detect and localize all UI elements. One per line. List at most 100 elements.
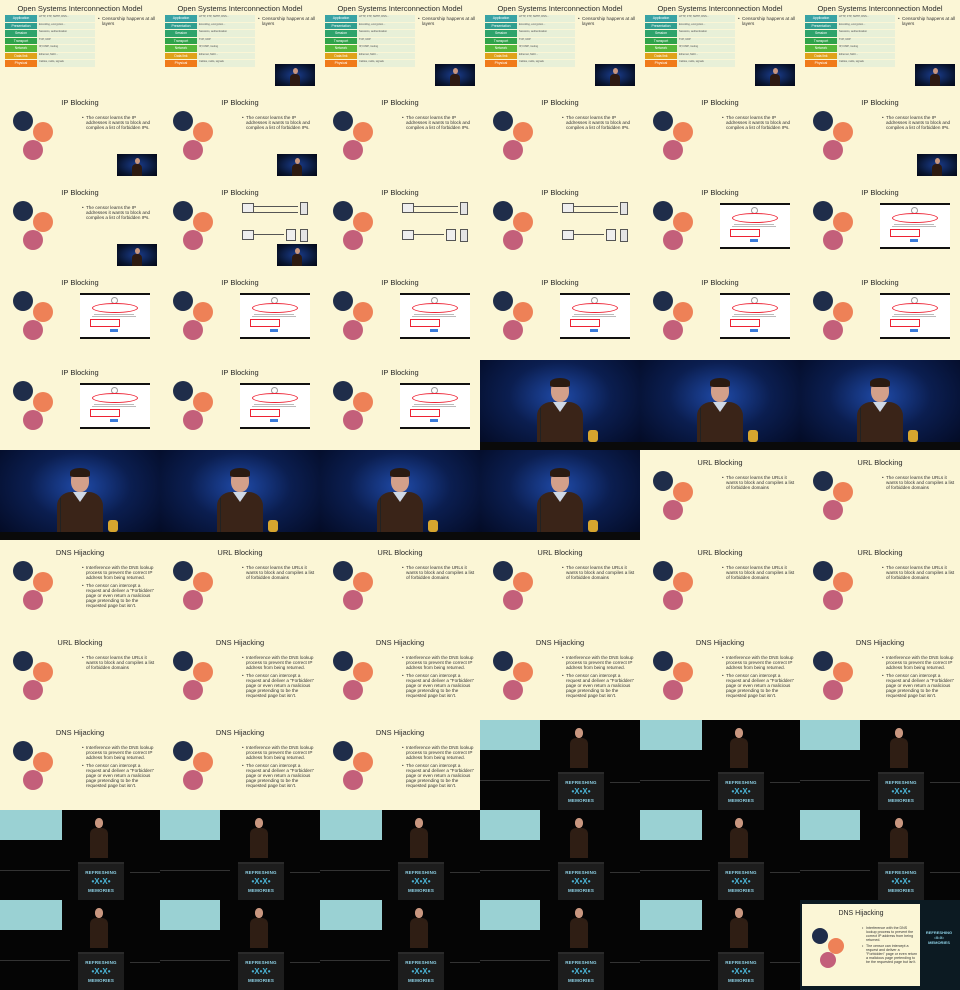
osi-note: Censorship happens at all layers — [98, 16, 156, 26]
slide-title: DNS Hijacking — [855, 638, 905, 647]
osi-layer-row: Presentation Encoding, encryption... — [325, 22, 415, 29]
osi-layer-label: Session — [645, 30, 677, 37]
slide-title: IP Blocking — [61, 368, 99, 377]
video-frame-thumbnail: DNS Hijacking Interference with the DNS l… — [800, 630, 960, 720]
lectern-text: MEMORIES — [887, 798, 915, 803]
lectern-inset: REFRESHING •X•X• MEMORIES — [920, 930, 958, 945]
highlight-box — [730, 229, 760, 237]
microphone — [540, 498, 541, 534]
video-frame-thumbnail: IP Blocking — [480, 180, 640, 270]
osi-layer-desc: Cables, radio, signals — [517, 60, 575, 67]
osi-layer-desc: HTTP, FTP, SMTP, DNS... — [837, 15, 895, 22]
rose-circle — [823, 140, 843, 160]
highlight-oval — [92, 393, 138, 403]
lectern-logo: •X•X• — [91, 877, 111, 886]
speaker-hair — [550, 378, 570, 387]
text-line — [412, 316, 456, 317]
osi-layer-row: Transport TCP, UDP — [325, 37, 415, 44]
bullet-list: Interference with the DNS lookup process… — [242, 655, 316, 701]
text-line — [894, 314, 934, 315]
speaker-body — [890, 828, 908, 858]
server-icon — [300, 229, 308, 242]
orange-circle — [353, 122, 373, 142]
highlight-box — [570, 319, 600, 327]
lectern-logo: •X•X• — [571, 877, 591, 886]
osi-layer-desc: Sessions, authentication — [197, 30, 255, 37]
video-frame-thumbnail: IP Blocking — [320, 360, 480, 450]
speaker — [410, 908, 428, 948]
video-frame-thumbnail: REFRESHING •X•X• MEMORIES — [480, 810, 640, 900]
stage-rail — [770, 872, 800, 873]
slide-title: URL Blocking — [57, 638, 103, 647]
orange-circle — [33, 392, 53, 412]
shirt-collar — [73, 492, 87, 502]
navy-circle — [813, 201, 833, 221]
text-line — [92, 316, 136, 317]
censor-box-icon — [446, 229, 456, 241]
lectern-text: MEMORIES — [567, 978, 595, 983]
osi-layer-desc: Encoding, encryption... — [677, 22, 735, 29]
osi-note: Censorship happens at all layers — [738, 16, 796, 26]
video-frame-thumbnail: REFRESHING •X•X• MEMORIES — [160, 810, 320, 900]
video-frame-thumbnail: Open Systems Interconnection Model Applic… — [320, 0, 480, 90]
bullet-item: The censor can intercept a request and d… — [242, 673, 316, 699]
navy-circle — [173, 291, 193, 311]
video-frame-thumbnail: REFRESHING •X•X• MEMORIES — [0, 900, 160, 990]
stage-rail — [640, 780, 710, 781]
slide-title: Open Systems Interconnection Model — [817, 4, 943, 13]
bullet-list: The censor learns the IP addresses it wa… — [82, 205, 156, 223]
bullet-list: Interference with the DNS lookup process… — [82, 745, 156, 791]
osi-layer-label: Data link — [165, 52, 197, 59]
speaker-head — [415, 818, 423, 828]
lucky-cat-figurine — [588, 520, 598, 532]
bullet-list: Interference with the DNS lookup process… — [402, 745, 476, 791]
text-line — [892, 316, 936, 317]
stage-rail — [480, 960, 550, 961]
blocked-page-screenshot — [80, 383, 150, 429]
lectern-text: MEMORIES — [407, 888, 435, 893]
osi-layer-row: Data link Ethernet, MAC... — [645, 52, 735, 59]
lectern: REFRESHING •X•X• MEMORIES — [558, 862, 604, 900]
lectern: REFRESHING •X•X• MEMORIES — [78, 862, 124, 900]
osi-layer-desc: HTTP, FTP, SMTP, DNS... — [357, 15, 415, 22]
video-frame-thumbnail: DNS Hijacking Interference with the DNS l… — [320, 630, 480, 720]
speaker-body — [770, 74, 780, 86]
speaker-body — [450, 74, 460, 86]
speaker-video-inset — [277, 154, 317, 176]
bullet-item: The censor can intercept a request and d… — [82, 763, 156, 789]
osi-layer-row: Physical Cables, radio, signals — [165, 60, 255, 67]
speaker-figure — [132, 158, 142, 176]
arrow-line — [254, 234, 284, 235]
navy-circle — [13, 741, 33, 761]
microphone — [540, 408, 541, 444]
speaker — [697, 378, 743, 450]
slide-title: DNS Hijacking — [375, 638, 425, 647]
speaker-body — [730, 918, 748, 948]
server-icon — [620, 202, 628, 215]
podium — [800, 442, 960, 450]
osi-layer-label: Application — [325, 15, 357, 22]
projection-screen — [320, 810, 382, 840]
highlight-box — [410, 409, 440, 417]
highlight-oval — [92, 303, 138, 313]
slide-title: IP Blocking — [381, 278, 419, 287]
video-frame-thumbnail: DNS Hijacking Interference with the DNS l… — [0, 720, 160, 810]
rose-circle — [503, 320, 523, 340]
highlight-box — [250, 409, 280, 417]
slide-title: IP Blocking — [861, 98, 899, 107]
orange-circle — [833, 212, 853, 232]
slide-title: IP Blocking — [381, 98, 419, 107]
video-frame-thumbnail: REFRESHING •X•X• MEMORIES — [320, 810, 480, 900]
highlight-box — [890, 229, 920, 237]
slide-title: DNS Hijacking — [215, 638, 265, 647]
projection-screen — [320, 900, 382, 930]
navy-circle — [173, 561, 193, 581]
computer-icon — [242, 203, 254, 213]
page-button — [270, 329, 278, 332]
osi-layer-row: Data link Ethernet, MAC... — [325, 52, 415, 59]
orange-circle — [833, 482, 853, 502]
bullet-item: Interference with the DNS lookup process… — [402, 745, 476, 761]
bullet-item: Interference with the DNS lookup process… — [862, 926, 918, 942]
blocked-page-screenshot — [560, 293, 630, 339]
osi-layer-desc: Cables, radio, signals — [37, 60, 95, 67]
